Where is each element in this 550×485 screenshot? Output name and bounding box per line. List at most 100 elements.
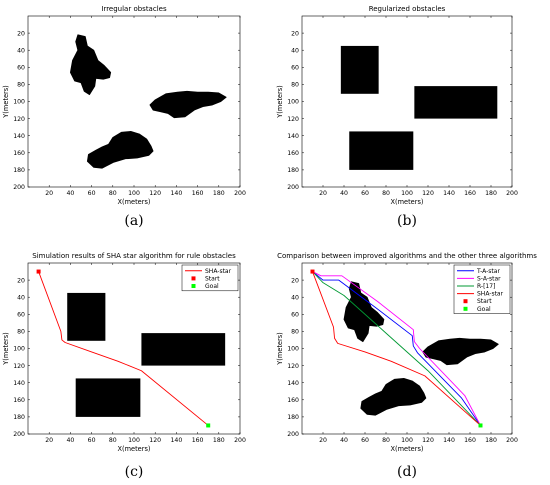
y-tick-label: 160 bbox=[287, 150, 299, 157]
x-tick-label: 80 bbox=[382, 437, 390, 444]
x-tick-label: 120 bbox=[149, 190, 161, 197]
x-tick-label: 40 bbox=[66, 437, 74, 444]
x-tick-label: 140 bbox=[170, 437, 182, 444]
irregular-obstacle-2 bbox=[422, 337, 499, 366]
x-tick-label: 60 bbox=[361, 190, 369, 197]
goal-marker bbox=[206, 423, 211, 428]
rect-obstacle-2 bbox=[414, 86, 498, 119]
series-line-s-a-star bbox=[312, 271, 481, 426]
x-tick-label: 180 bbox=[213, 190, 225, 197]
chart-title: Irregular obstacles bbox=[101, 5, 167, 13]
chart-panel-4: Comparison between improved algorithms a… bbox=[276, 252, 537, 480]
x-tick-label: 100 bbox=[128, 437, 140, 444]
x-tick-label: 40 bbox=[340, 437, 348, 444]
y-tick-label: 40 bbox=[17, 294, 25, 301]
x-tick-label: 200 bbox=[506, 190, 518, 197]
x-tick-label: 20 bbox=[45, 437, 53, 444]
y-tick-label: 200 bbox=[13, 431, 25, 438]
x-tick-label: 180 bbox=[213, 437, 225, 444]
y-tick-label: 60 bbox=[291, 312, 299, 319]
y-tick-label: 20 bbox=[291, 30, 299, 37]
y-axis-label: Y(meters) bbox=[276, 332, 284, 365]
panel-caption: (b) bbox=[397, 213, 417, 229]
chart-panel-1: Irregular obstacles 20 40 60 80 100 120 140 160 1… bbox=[2, 5, 246, 229]
y-tick-label: 140 bbox=[287, 380, 299, 387]
y-tick-label: 60 bbox=[17, 312, 25, 319]
y-tick-label: 200 bbox=[287, 431, 299, 438]
series-line-sha-star bbox=[38, 271, 209, 426]
chart-panel-2: Regularized obstacles 20 40 60 80 100 120 140 16… bbox=[276, 5, 518, 229]
start-marker bbox=[36, 269, 41, 274]
legend-box bbox=[453, 264, 511, 314]
legend-label: Start bbox=[477, 298, 492, 305]
start-marker bbox=[310, 269, 315, 274]
y-tick-label: 20 bbox=[17, 277, 25, 284]
series-line-r-17 bbox=[312, 271, 481, 426]
y-tick-label: 200 bbox=[13, 184, 25, 191]
y-tick-label: 140 bbox=[287, 133, 299, 140]
rect-obstacle-1 bbox=[67, 292, 106, 341]
x-tick-label: 80 bbox=[382, 190, 390, 197]
x-tick-label: 100 bbox=[401, 437, 413, 444]
legend-label: R-[17] bbox=[477, 283, 495, 290]
chart-title: Regularized obstacles bbox=[369, 5, 446, 13]
y-tick-label: 160 bbox=[287, 397, 299, 404]
y-tick-label: 140 bbox=[13, 133, 25, 140]
y-tick-label: 120 bbox=[13, 363, 25, 370]
y-axis-label: Y(meters) bbox=[2, 332, 10, 365]
x-tick-label: 120 bbox=[422, 437, 434, 444]
x-tick-label: 80 bbox=[109, 190, 117, 197]
goal-marker bbox=[478, 423, 483, 428]
rect-obstacle-1 bbox=[340, 45, 379, 94]
rect-obstacle-3 bbox=[349, 131, 414, 170]
x-tick-label: 100 bbox=[128, 190, 140, 197]
x-tick-label: 140 bbox=[170, 190, 182, 197]
panel-caption: (a) bbox=[124, 213, 143, 229]
y-tick-label: 160 bbox=[13, 397, 25, 404]
x-axis-label: X(meters) bbox=[118, 445, 151, 453]
y-tick-label: 60 bbox=[291, 65, 299, 72]
irregular-obstacle-3 bbox=[360, 378, 427, 416]
y-tick-label: 160 bbox=[13, 150, 25, 157]
y-tick-label: 80 bbox=[17, 82, 25, 89]
legend-swatch-marker bbox=[463, 306, 468, 311]
y-tick-label: 80 bbox=[17, 329, 25, 336]
x-axis-label: X(meters) bbox=[391, 445, 424, 453]
y-tick-label: 140 bbox=[13, 380, 25, 387]
y-tick-label: 80 bbox=[291, 329, 299, 336]
y-tick-label: 180 bbox=[13, 414, 25, 421]
x-tick-label: 100 bbox=[401, 190, 413, 197]
irregular-obstacle-1 bbox=[70, 34, 112, 96]
y-axis-label: Y(meters) bbox=[276, 85, 284, 118]
series-line-t-a-star bbox=[312, 271, 481, 426]
x-tick-label: 60 bbox=[361, 437, 369, 444]
legend-box bbox=[181, 264, 239, 292]
x-tick-label: 40 bbox=[340, 190, 348, 197]
y-tick-label: 180 bbox=[13, 167, 25, 174]
x-tick-label: 20 bbox=[319, 437, 327, 444]
legend-label: SHA-star bbox=[477, 291, 504, 298]
y-tick-label: 200 bbox=[287, 184, 299, 191]
legend-swatch-marker bbox=[463, 299, 468, 304]
y-tick-label: 60 bbox=[17, 65, 25, 72]
x-tick-label: 60 bbox=[88, 190, 96, 197]
y-tick-label: 20 bbox=[17, 30, 25, 37]
rect-obstacle-2 bbox=[141, 333, 226, 366]
y-tick-label: 180 bbox=[287, 414, 299, 421]
y-tick-label: 80 bbox=[291, 82, 299, 89]
panel-caption: (c) bbox=[125, 464, 144, 480]
chart-panel-3: Simulation results of SHA star algorithm… bbox=[2, 252, 246, 480]
irregular-obstacle-3 bbox=[86, 131, 154, 169]
y-tick-label: 120 bbox=[13, 116, 25, 123]
x-tick-label: 160 bbox=[192, 437, 204, 444]
x-axis-label: X(meters) bbox=[391, 198, 424, 206]
legend-label: Goal bbox=[205, 283, 219, 290]
panel-caption: (d) bbox=[397, 464, 417, 480]
x-tick-label: 120 bbox=[422, 190, 434, 197]
chart-title: Simulation results of SHA star algorithm… bbox=[32, 252, 236, 260]
y-tick-label: 100 bbox=[13, 346, 25, 353]
x-tick-label: 180 bbox=[485, 437, 497, 444]
